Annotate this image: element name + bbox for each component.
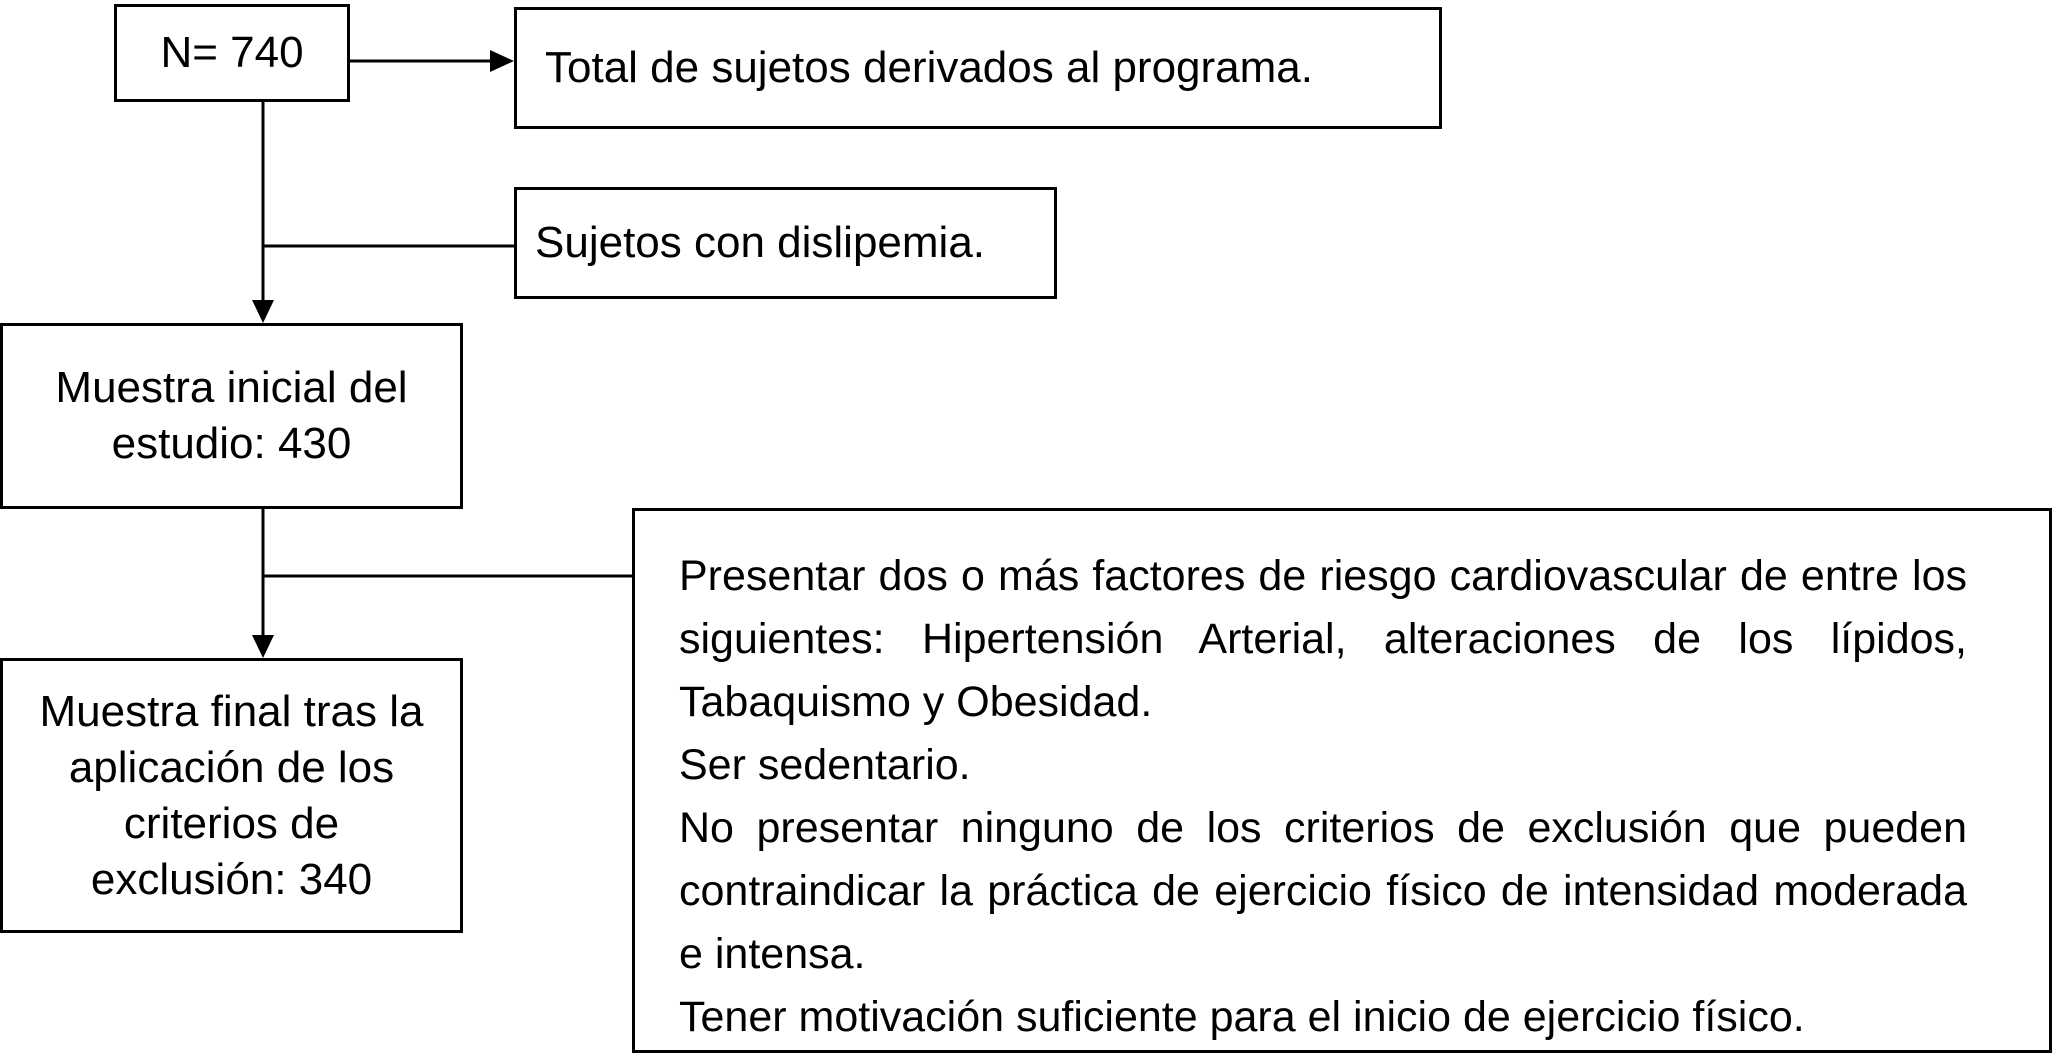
filter1-node: Sujetos con dislipemia. (514, 187, 1057, 299)
arrowhead-right (490, 50, 514, 72)
criteria-node: Presentar dos o más factores de riesgo c… (632, 508, 2052, 1053)
filter1-label: Sujetos con dislipemia. (535, 218, 986, 267)
criterion-4: Tener motivación suficiente para el inic… (679, 993, 1805, 1041)
arrowhead-down (252, 300, 274, 323)
arrowhead-down (252, 635, 274, 658)
total-desc-label: Total de sujetos derivados al programa. (545, 43, 1313, 92)
initial-sample-node: Muestra inicial del estudio: 430 (0, 323, 463, 509)
initial-sample-label: Muestra inicial del estudio: 430 (55, 363, 408, 468)
total-desc-node: Total de sujetos derivados al programa. (514, 7, 1442, 129)
final-sample-node: Muestra final tras la aplicación de los … (0, 658, 463, 933)
final-sample-label: Muestra final tras la aplicación de los … (39, 686, 424, 904)
criterion-1: Presentar dos o más factores de riesgo c… (679, 552, 1967, 726)
criterion-3: No presentar ninguno de los criterios de… (679, 804, 1967, 978)
total-label: N= 740 (160, 28, 304, 77)
total-node: N= 740 (114, 4, 350, 102)
criterion-2: Ser sedentario. (679, 741, 971, 789)
